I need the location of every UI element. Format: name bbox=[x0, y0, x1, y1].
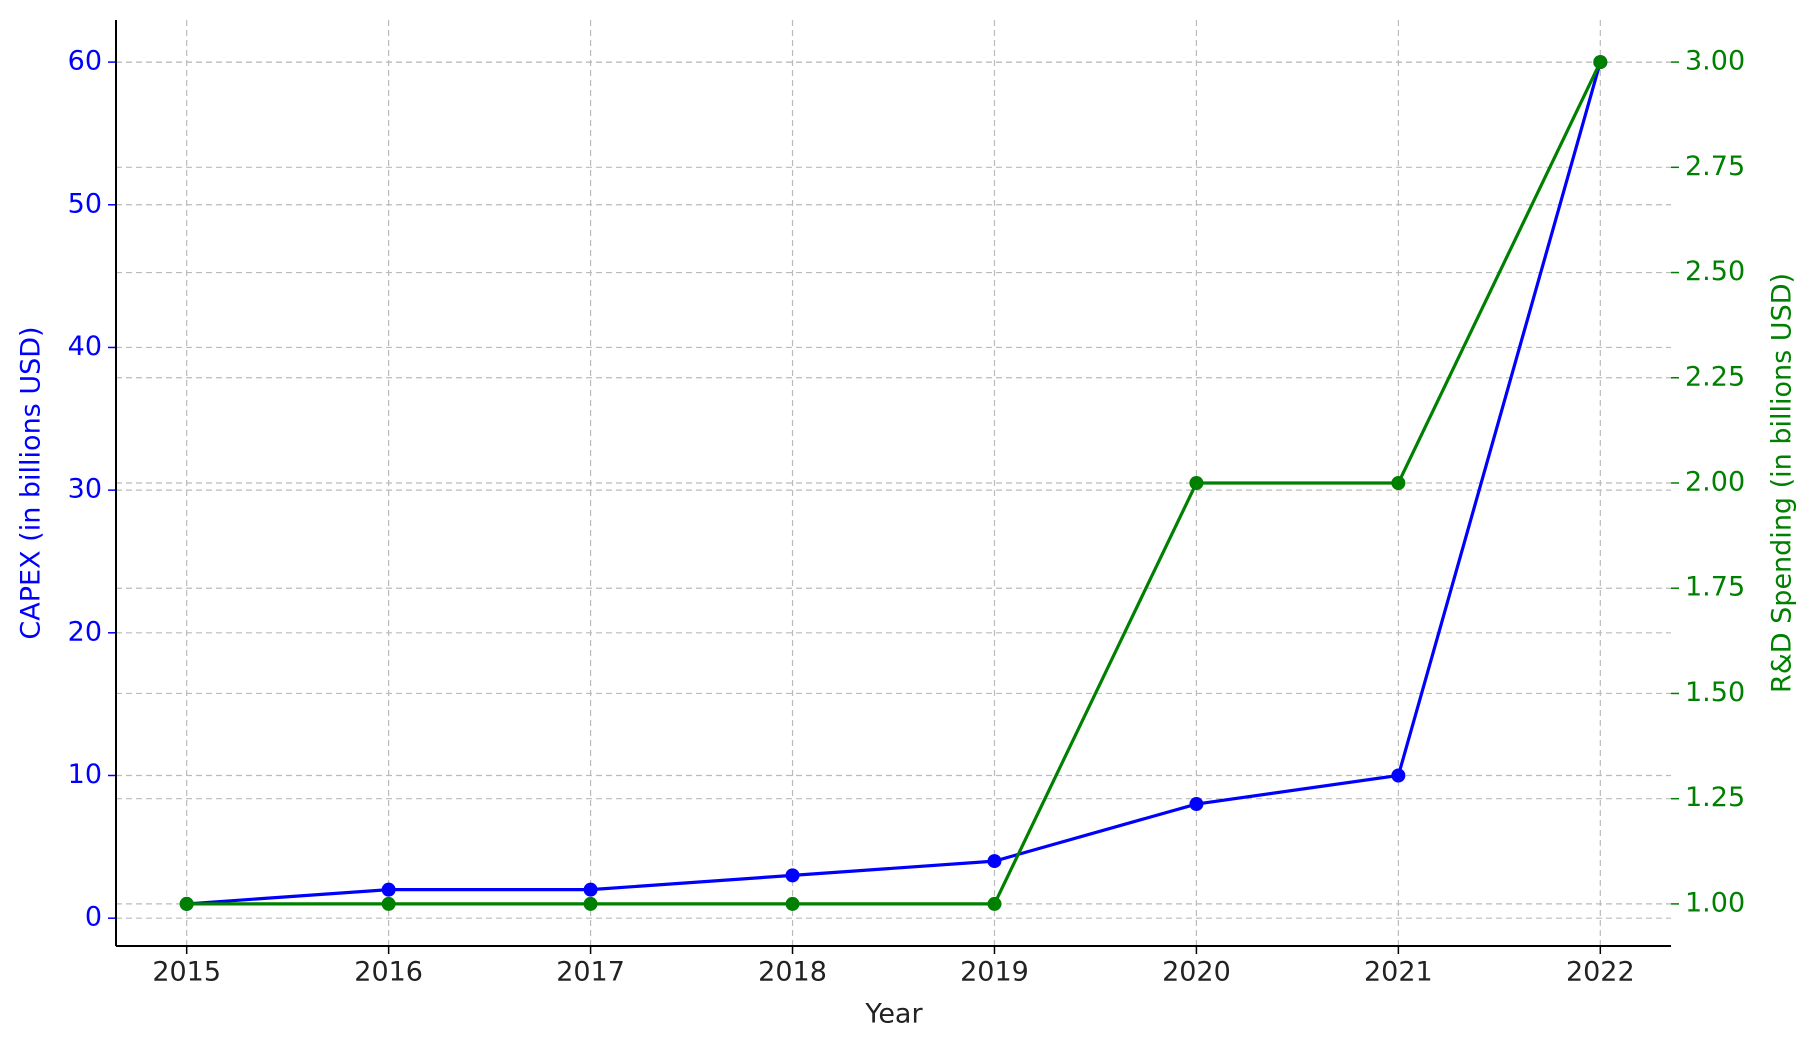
point bbox=[381, 896, 396, 911]
x-tick-label: 2015 bbox=[152, 957, 221, 988]
x-axis-label: Year bbox=[864, 999, 923, 1030]
point bbox=[583, 896, 598, 911]
y-tick-label: 60 bbox=[68, 46, 102, 77]
point bbox=[179, 896, 194, 911]
y-tick-label: 50 bbox=[68, 188, 102, 219]
y-axis-label: CAPEX (in billions USD) bbox=[16, 326, 47, 639]
y2-tick-label: 1.75 bbox=[1685, 572, 1745, 603]
y-tick-label: 40 bbox=[68, 331, 102, 362]
x-tick-label: 2022 bbox=[1566, 957, 1635, 988]
point bbox=[987, 854, 1002, 869]
x-tick-label: 2017 bbox=[556, 957, 625, 988]
y2-tick-label: 3.00 bbox=[1685, 46, 1745, 77]
x-tick-label: 2016 bbox=[354, 957, 423, 988]
y-tick-label: 20 bbox=[68, 616, 102, 647]
point bbox=[1593, 55, 1608, 70]
series-line bbox=[186, 61, 1602, 906]
point bbox=[381, 882, 396, 897]
y-tick-label: 30 bbox=[68, 474, 102, 505]
y2-tick-label: 1.50 bbox=[1685, 677, 1745, 708]
point bbox=[785, 896, 800, 911]
y2-tick-label: 2.00 bbox=[1685, 467, 1745, 498]
point bbox=[1391, 476, 1406, 490]
point bbox=[987, 896, 1002, 911]
y2-tick-label: 1.00 bbox=[1685, 887, 1745, 918]
point bbox=[1391, 768, 1406, 783]
y2-axis-label: R&D Spending (in billions USD) bbox=[1767, 273, 1798, 693]
y2-tick-label: 2.25 bbox=[1685, 361, 1745, 392]
x-tick-label: 2019 bbox=[960, 957, 1029, 988]
series-line bbox=[186, 61, 1602, 906]
y-tick-label: 10 bbox=[68, 759, 102, 790]
point bbox=[583, 882, 598, 897]
x-tick-label: 2021 bbox=[1364, 957, 1433, 988]
x-tick-label: 2018 bbox=[758, 957, 827, 988]
y2-tick-label: 2.50 bbox=[1685, 256, 1745, 287]
y2-tick-label: 2.75 bbox=[1685, 151, 1745, 182]
y2-tick-label: 1.25 bbox=[1685, 782, 1745, 813]
x-tick-label: 2020 bbox=[1162, 957, 1231, 988]
point bbox=[785, 868, 800, 883]
y-tick-label: 0 bbox=[85, 902, 102, 933]
point bbox=[1189, 476, 1204, 490]
point bbox=[1189, 797, 1204, 812]
